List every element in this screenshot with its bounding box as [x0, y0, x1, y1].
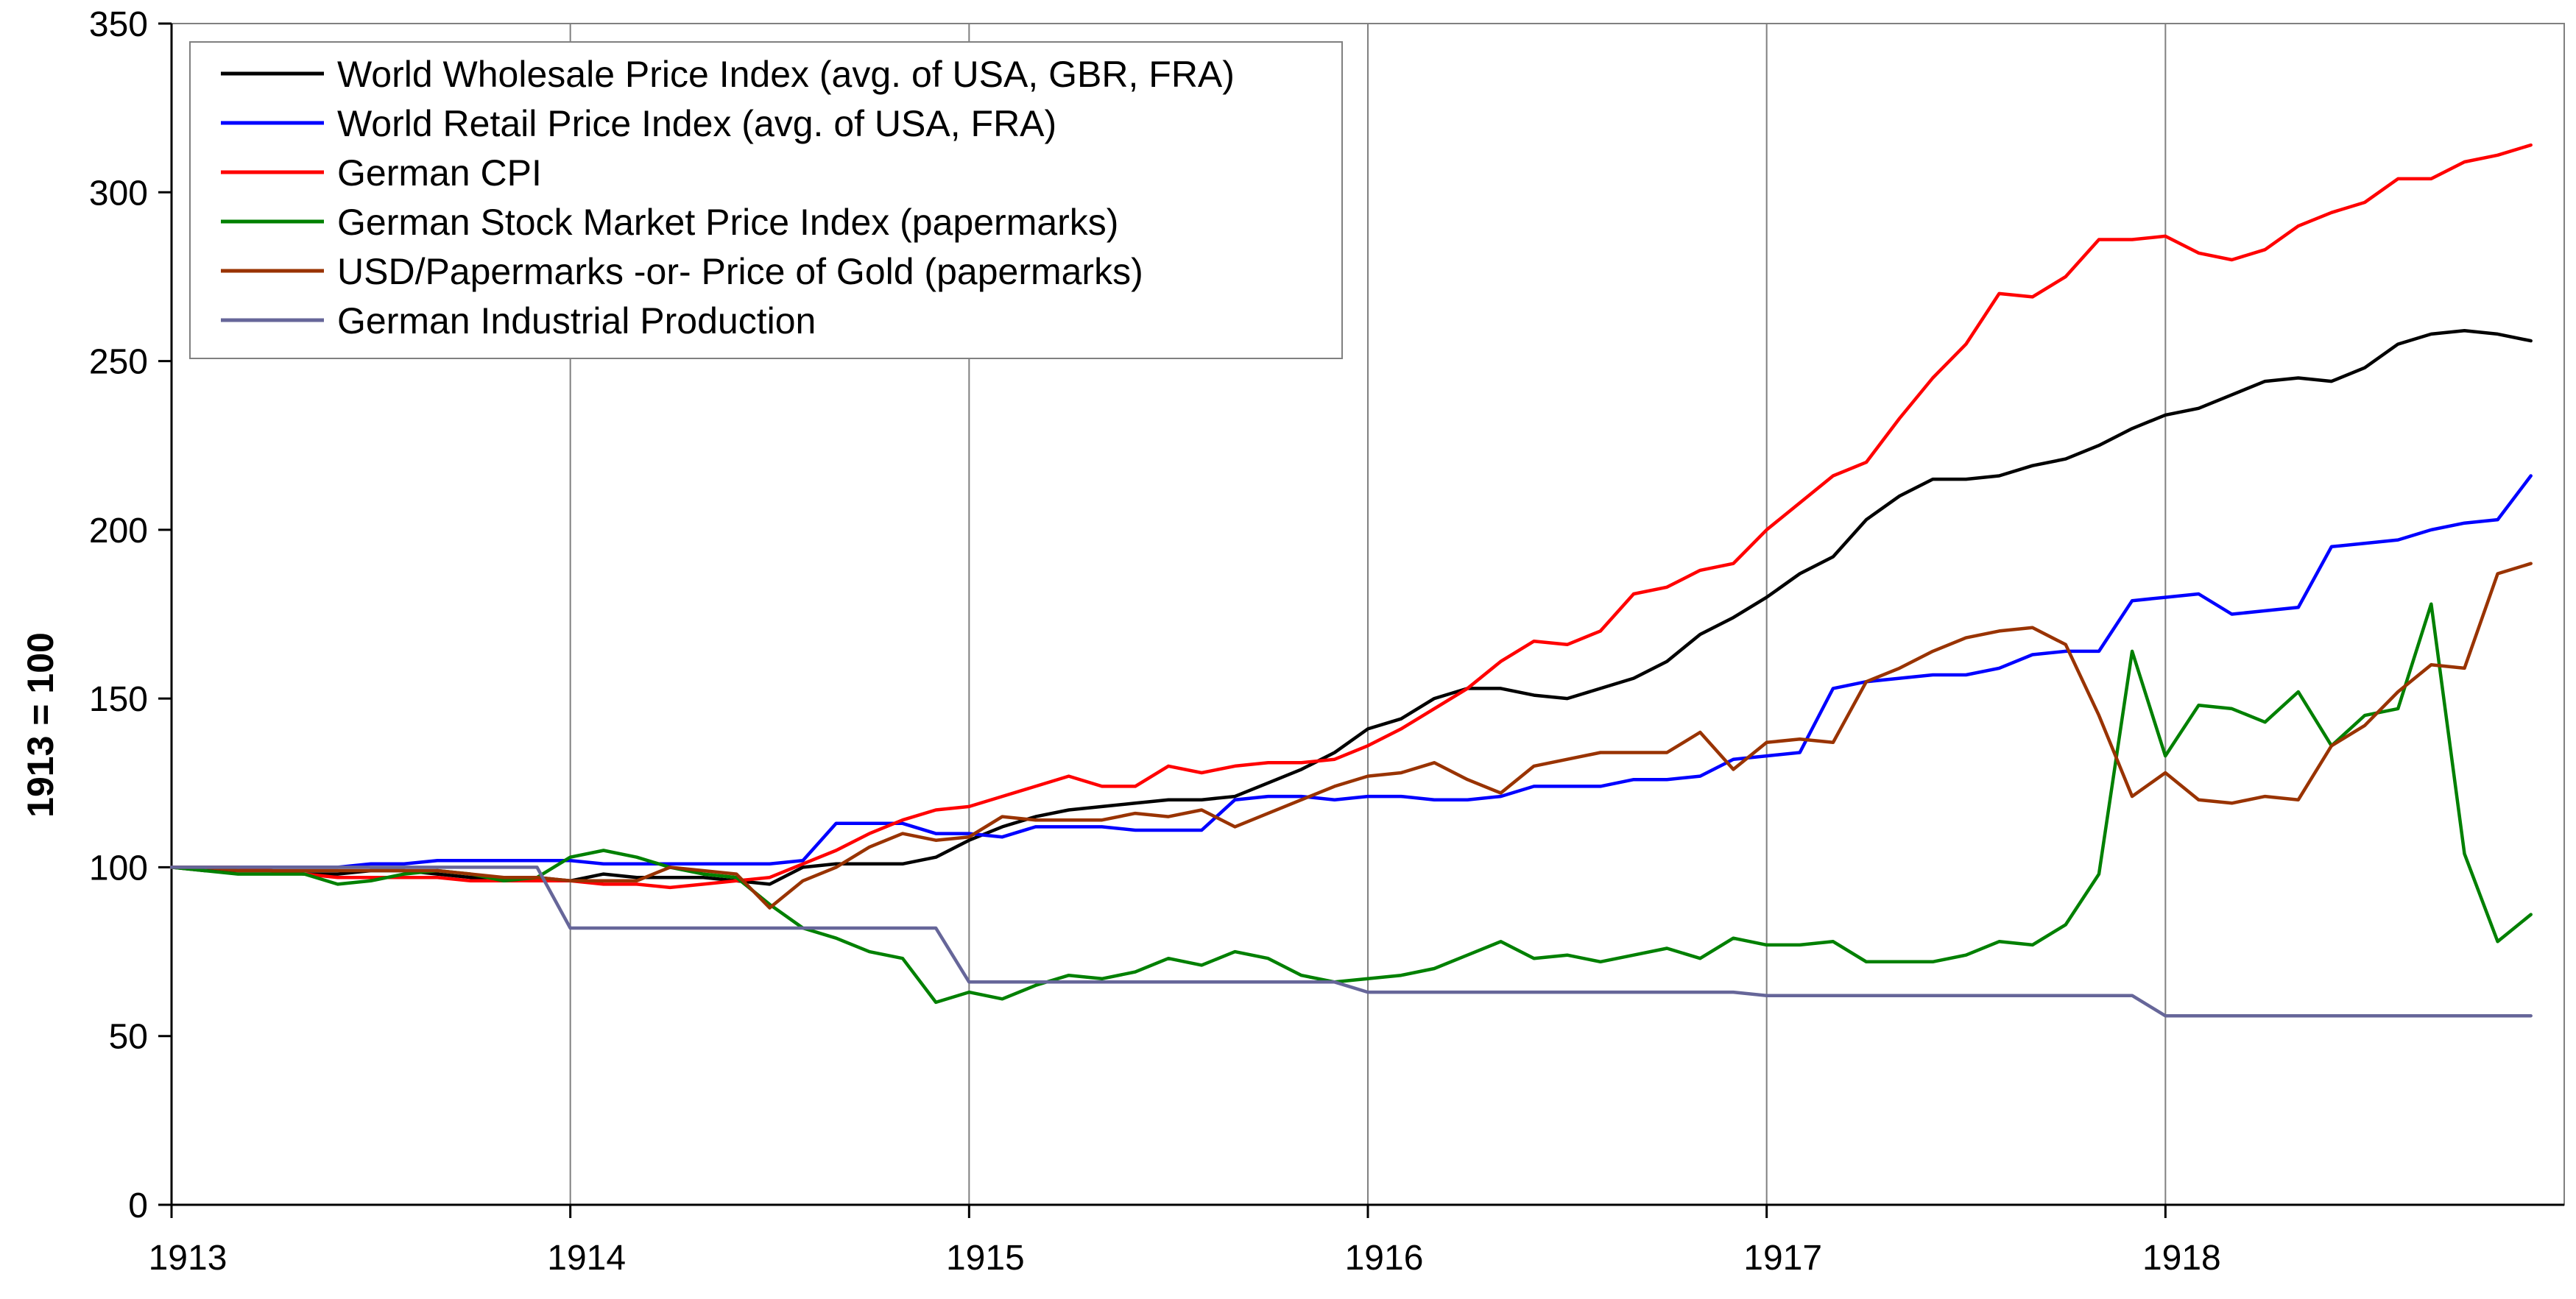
series-line-5 — [169, 866, 2533, 1018]
y-axis-ticks: 0 50 100 150 200 250 300 350 — [89, 5, 172, 1225]
legend-label-4: USD/Papermarks -or- Price of Gold (paper… — [337, 251, 1143, 292]
series-line-4 — [169, 562, 2533, 910]
x-tick-label: 1918 — [2142, 1239, 2221, 1278]
series-line-3 — [169, 602, 2533, 1005]
y-axis-label: 1913 = 100 — [20, 632, 61, 818]
legend-label-0: World Wholesale Price Index (avg. of USA… — [337, 54, 1235, 95]
y-tick-label: 350 — [89, 5, 148, 44]
legend-label-1: World Retail Price Index (avg. of USA, F… — [337, 103, 1056, 144]
legend-label-2: German CPI — [337, 152, 542, 194]
x-tick-label: 1914 — [547, 1239, 626, 1278]
series-lines — [169, 143, 2533, 1018]
y-tick-label: 100 — [89, 849, 148, 888]
legend: World Wholesale Price Index (avg. of USA… — [189, 41, 1343, 359]
legend-box — [189, 41, 1343, 359]
legend-label-5: German Industrial Production — [337, 300, 816, 341]
series-line-0 — [169, 329, 2533, 886]
legend-items: World Wholesale Price Index (avg. of USA… — [221, 54, 1235, 341]
y-tick-label: 200 — [89, 512, 148, 551]
y-tick-label: 150 — [89, 680, 148, 719]
y-tick-label: 0 — [128, 1186, 148, 1225]
x-axis-ticks: 1913 1914 1915 1916 1917 1918 — [149, 1205, 2221, 1278]
x-tick-label: 1916 — [1345, 1239, 1424, 1278]
x-tick-label: 1913 — [149, 1239, 227, 1278]
y-tick-label: 250 — [89, 343, 148, 382]
x-tick-label: 1917 — [1743, 1239, 1822, 1278]
x-tick-label: 1915 — [946, 1239, 1025, 1278]
series-line-1 — [169, 474, 2533, 869]
y-tick-label: 50 — [109, 1018, 148, 1057]
y-tick-label: 300 — [89, 174, 148, 213]
legend-label-3: German Stock Market Price Index (paperma… — [337, 202, 1118, 243]
